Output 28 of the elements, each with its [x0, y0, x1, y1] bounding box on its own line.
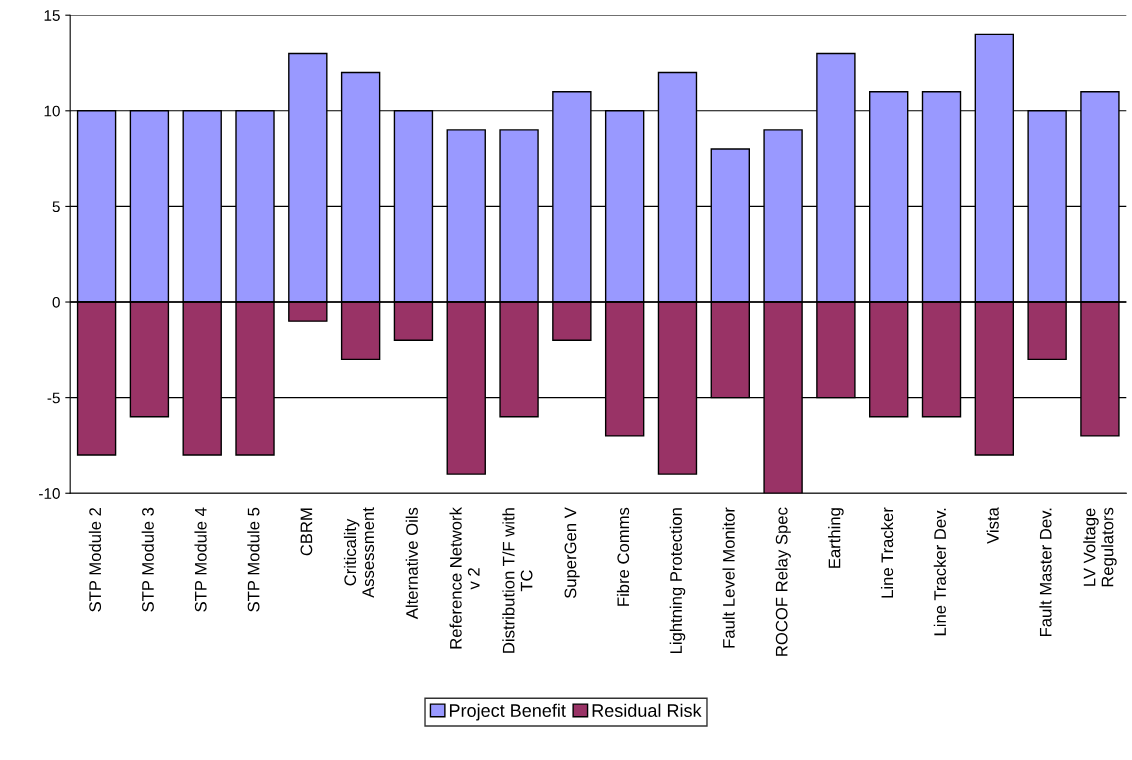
y-tick-label: 10 [44, 105, 60, 117]
x-tick-label: ROCOF Relay Spec [775, 507, 791, 656]
x-tick-label: Criticality Assessment [343, 507, 375, 598]
x-tick-label: STP Module 3 [141, 507, 154, 612]
x-tick-label: Alternative Oils [405, 507, 418, 620]
x-tick-label: Fault Master Dev. [1039, 508, 1052, 637]
x-tick-label: Lightning Protection [669, 508, 686, 654]
x-tick-label: STP Module 4 [194, 507, 207, 612]
x-tick-label: Line Tracker [880, 507, 894, 598]
y-tick-label: -10 [39, 488, 60, 499]
x-tick-label: STP Module 5 [247, 507, 260, 612]
x-tick-label: SuperGen V [564, 507, 580, 599]
legend-label: Residual Risk [592, 703, 702, 717]
legend-label: Project Benefit [449, 703, 566, 721]
x-tick-label: Line Tracker Dev. [933, 508, 946, 636]
y-tick-label: 15 [44, 10, 60, 21]
x-tick-label: LV Voltage Regulators [1083, 507, 1117, 587]
y-tick-label: 0 [52, 296, 60, 308]
x-tick-label: Fibre Comms [616, 507, 630, 606]
y-tick-label: -5 [47, 392, 60, 404]
x-tick-label: Earthing [828, 508, 844, 568]
y-tick-label: 5 [52, 201, 60, 213]
x-tick-label: Vista [986, 507, 999, 544]
x-tick-label: CBRM [300, 508, 313, 556]
x-tick-label: STP Module 2 [88, 507, 102, 612]
x-tick-label: Distribution T/F with TC [502, 508, 533, 653]
x-tick-label: Reference Network v 2 [449, 507, 480, 649]
x-tick-label: Fault Level Monitor [722, 507, 735, 648]
